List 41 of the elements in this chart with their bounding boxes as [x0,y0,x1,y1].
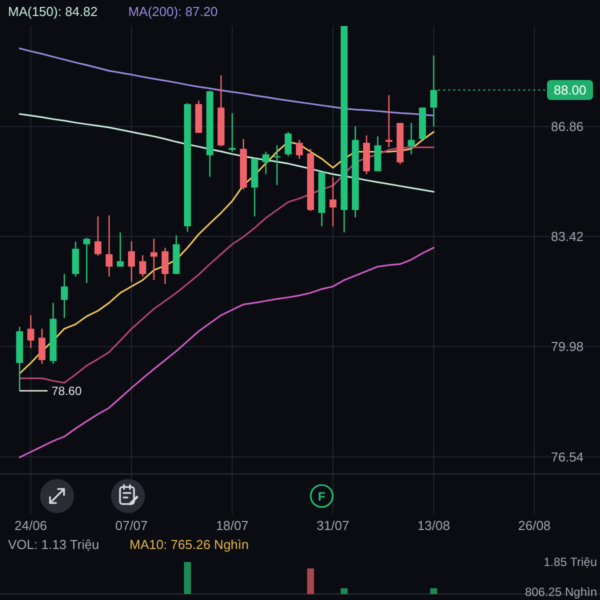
candlestick [38,328,46,365]
candlestick [408,122,415,155]
candlestick [150,238,158,281]
y-tick-label: 86.86 [551,119,584,134]
x-tick-label: 18/07 [216,518,249,533]
candlestick [60,273,68,318]
y-tick-label: 83.42 [551,229,584,244]
candlestick [228,112,236,152]
ref-line-label: 78.60 [52,384,82,398]
line-series [18,246,434,458]
candlestick [128,240,135,283]
candlestick [116,232,124,268]
candlestick [296,139,303,160]
chart-subtitle: MA10: 765.26 Nghìn [130,537,249,552]
candlestick [284,131,292,157]
text: 1.85 Triệu [544,555,597,570]
candlestick [262,151,270,175]
candlestick [385,94,392,148]
text: MA(200): 87.20 [128,4,218,19]
line-series [18,48,434,116]
candlestick [430,54,438,128]
x-tick-label: 26/08 [518,518,551,533]
y-tick-label: 79.98 [551,339,584,354]
annotation: 806.25 Nghìn [524,585,597,600]
candlestick [27,314,34,349]
text: F [318,489,326,504]
y-tick-label: 76.54 [551,449,584,464]
candlestick [329,176,336,227]
candlestick [106,214,113,278]
candlestick [139,254,146,278]
x-tick-label: 24/06 [14,518,48,533]
x-tick-label: 07/07 [115,518,148,533]
candlestick [274,144,280,186]
x-tick-label: 31/07 [316,518,350,533]
chart-title: VOL: 1.13 Triệu [8,537,100,552]
candlestick [162,247,169,285]
x-tick-label: 13/08 [417,518,450,533]
line-series [18,113,434,193]
ref-line-label: 88.00 [554,82,586,98]
candlestick [94,216,102,256]
text: MA(150): 84.82 [8,4,98,19]
